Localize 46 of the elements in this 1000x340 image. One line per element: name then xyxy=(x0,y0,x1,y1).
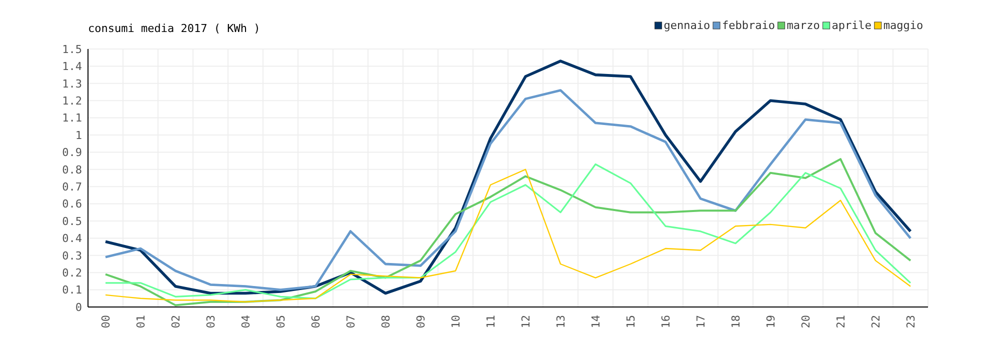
y-tick-label: 0.8 xyxy=(62,163,82,176)
x-tick-label: 03 xyxy=(204,315,218,328)
y-tick-label: 1.4 xyxy=(62,60,82,74)
x-tick-label: 12 xyxy=(519,315,532,328)
y-tick-label: 0.7 xyxy=(62,180,82,194)
x-tick-label: 17 xyxy=(694,315,708,328)
y-tick-label: 0.3 xyxy=(62,249,82,262)
x-tick-label: 09 xyxy=(414,315,428,328)
legend-label: febbraio xyxy=(722,19,775,32)
x-tick-label: 15 xyxy=(624,315,638,328)
y-tick-label: 1.1 xyxy=(62,112,82,125)
x-tick-label: 01 xyxy=(134,315,148,328)
x-tick-label: 13 xyxy=(554,315,568,328)
y-tick-label: 1.3 xyxy=(62,77,82,90)
y-tick-label: 1 xyxy=(75,128,82,142)
y-tick-label: 0.6 xyxy=(62,198,82,211)
x-tick-label: 05 xyxy=(274,315,288,328)
x-tick-label: 08 xyxy=(379,315,392,328)
y-tick-label: 1.2 xyxy=(62,94,82,108)
x-tick-label: 06 xyxy=(309,315,322,328)
x-tick-label: 04 xyxy=(239,314,252,328)
x-tick-label: 19 xyxy=(764,315,778,328)
y-tick-label: 0.2 xyxy=(62,266,82,280)
x-tick-label: 07 xyxy=(344,315,358,328)
x-tick-label: 00 xyxy=(99,315,112,328)
legend-label: marzo xyxy=(786,19,820,32)
x-tick-label: 23 xyxy=(904,315,918,328)
y-tick-label: 0.9 xyxy=(62,146,82,160)
x-tick-label: 11 xyxy=(484,315,498,328)
x-tick-label: 22 xyxy=(869,315,882,328)
x-tick-label: 21 xyxy=(834,315,848,328)
y-tick-label: 0.1 xyxy=(62,284,82,297)
legend-label: maggio xyxy=(883,19,924,32)
x-tick-label: 20 xyxy=(799,315,812,328)
x-tick-label: 18 xyxy=(729,315,742,328)
x-tick-label: 16 xyxy=(659,315,672,328)
y-tick-label: 0 xyxy=(75,300,82,314)
y-tick-label: 1.5 xyxy=(62,42,82,56)
y-tick-label: 0.5 xyxy=(62,214,82,228)
x-tick-label: 14 xyxy=(589,314,602,328)
y-tick-label: 0.4 xyxy=(62,232,82,246)
x-tick-label: 10 xyxy=(449,315,462,328)
legend-label: gennaio xyxy=(664,19,710,32)
chart-title: consumi media 2017 ( KWh ) xyxy=(88,22,260,35)
legend-label: aprile xyxy=(832,19,872,32)
x-tick-label: 02 xyxy=(169,315,182,328)
